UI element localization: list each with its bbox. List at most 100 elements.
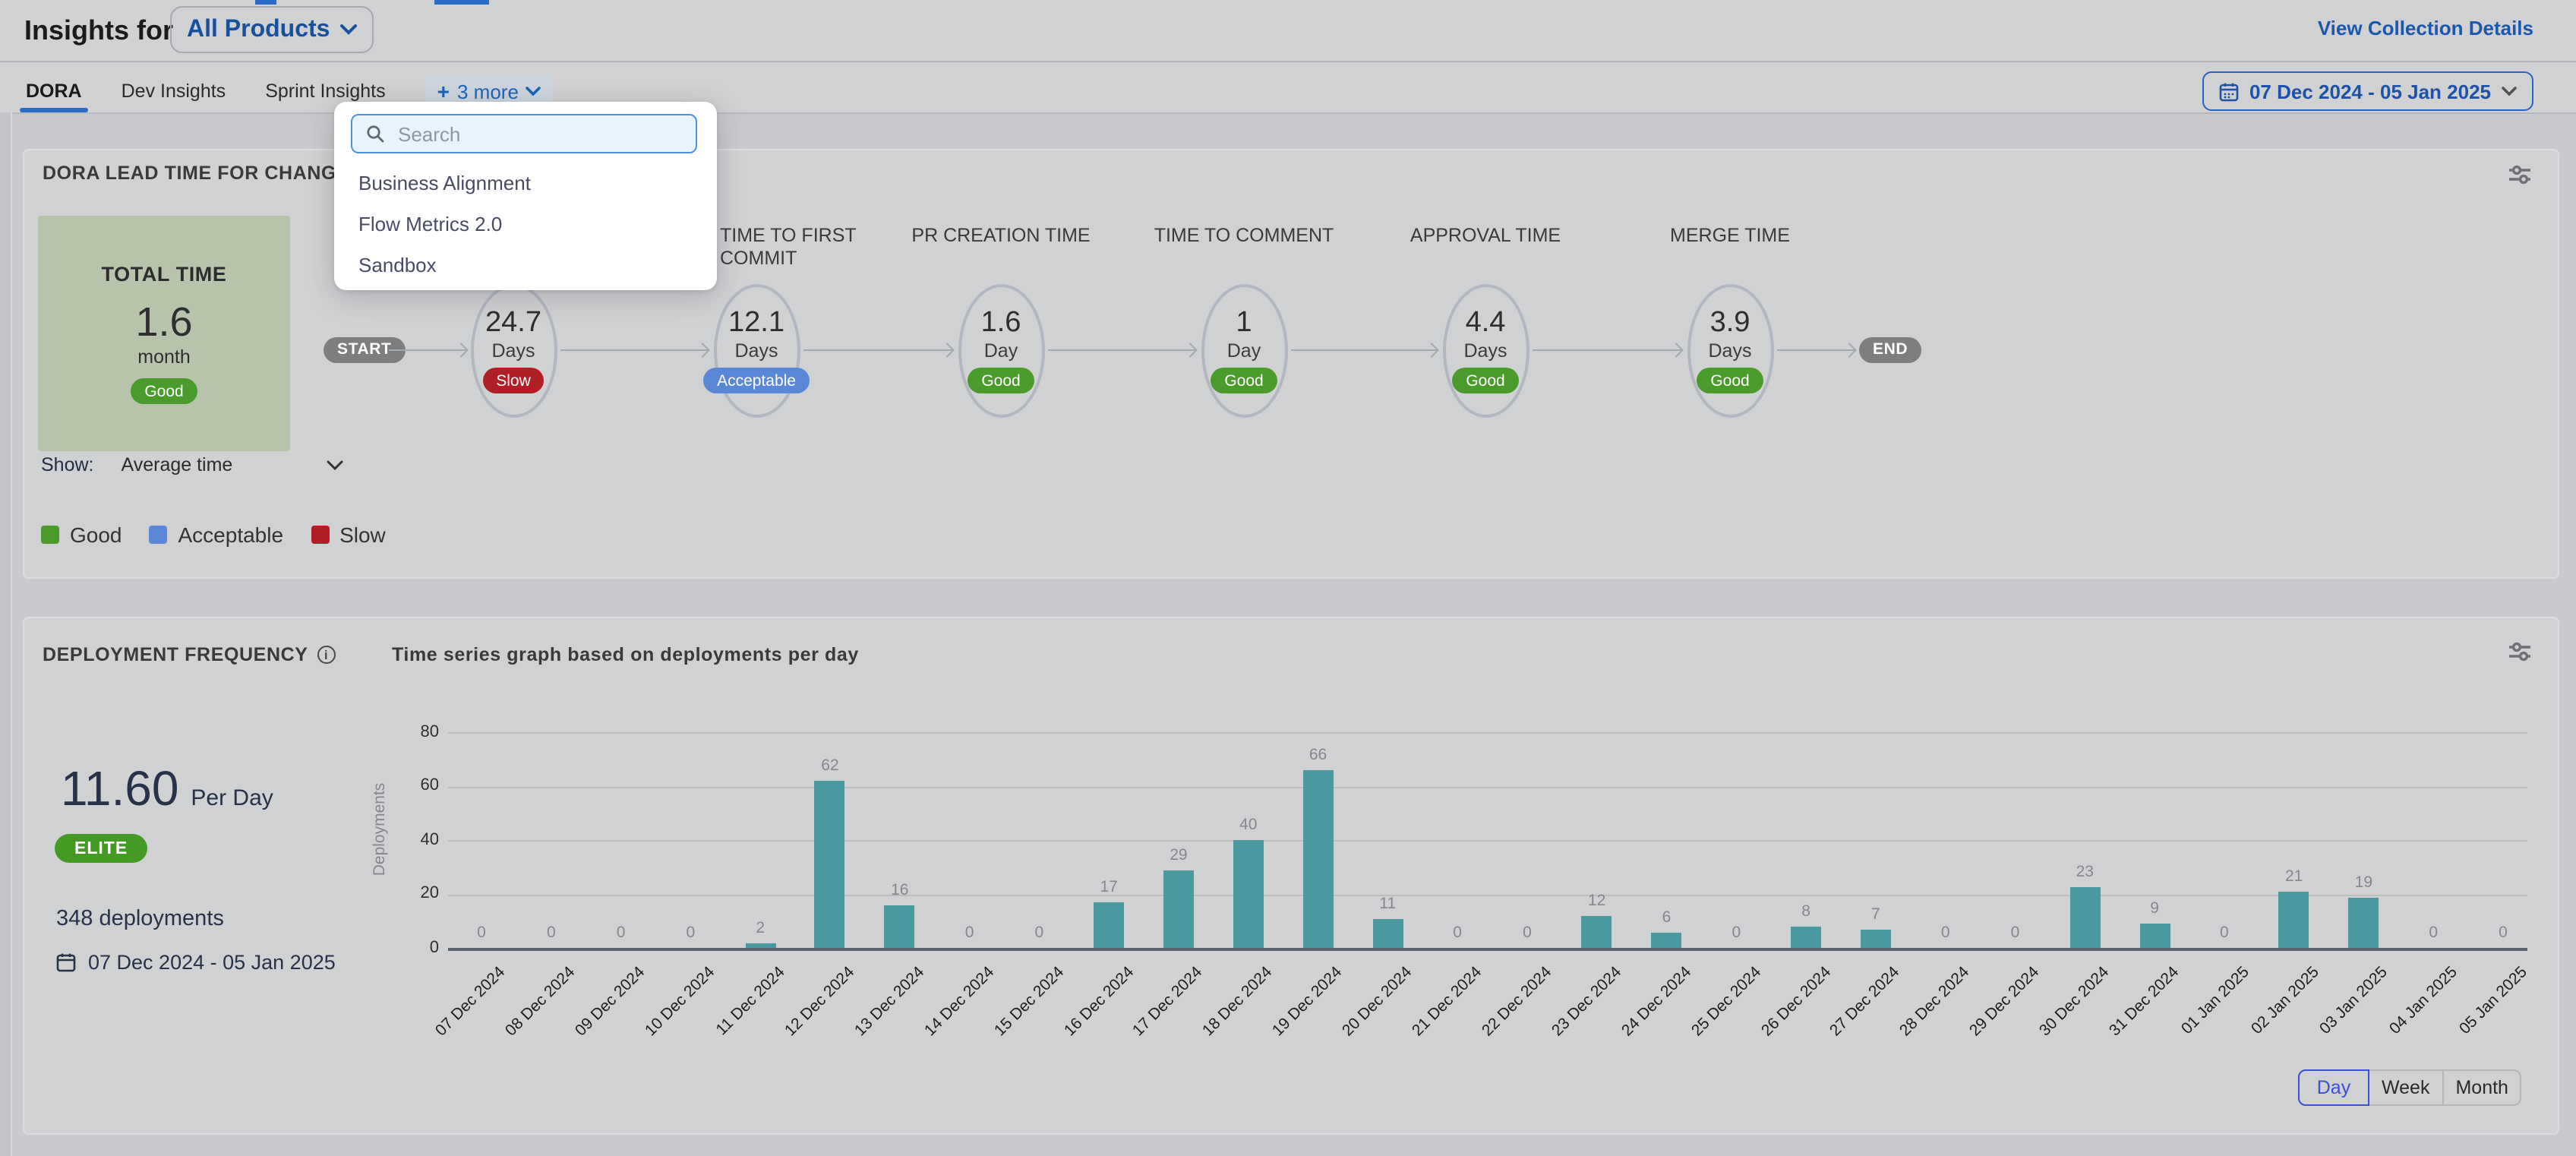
dropdown-search[interactable] xyxy=(351,114,697,153)
bar-value-label: 0 xyxy=(1732,924,1741,943)
tab-sprint-insights[interactable]: Sprint Insights xyxy=(265,81,386,102)
bar-value-label: 40 xyxy=(1239,816,1258,835)
stage-rating-badge: Good xyxy=(968,368,1034,393)
x-tick-24-dec-2024: 24 Dec 2024 xyxy=(1618,963,1695,1041)
bar-17-dec-2024[interactable] xyxy=(1163,870,1194,949)
pipeline-end-pill: END xyxy=(1859,336,1922,362)
x-tick-05-jan-2025: 05 Jan 2025 xyxy=(2456,963,2532,1038)
x-tick-14-dec-2024: 14 Dec 2024 xyxy=(920,963,998,1041)
plus-icon: + xyxy=(437,79,450,103)
bar-19-dec-2024[interactable] xyxy=(1302,770,1334,949)
lead-time-card: DORA LEAD TIME FOR CHANGES REPORT TOTAL … xyxy=(23,149,2559,579)
x-tick-10-dec-2024: 10 Dec 2024 xyxy=(642,963,719,1041)
clipped-top-fragment xyxy=(255,0,276,4)
bar-31-dec-2024[interactable] xyxy=(2139,924,2170,949)
collection-selector-label: All Products xyxy=(187,16,330,42)
x-tick-30-dec-2024: 30 Dec 2024 xyxy=(2036,963,2114,1041)
stage-value: 1 xyxy=(1236,307,1252,339)
deployment-rate: 11.60 Per Day xyxy=(61,763,273,814)
bar-02-jan-2025[interactable] xyxy=(2278,892,2309,949)
stage-value: 12.1 xyxy=(728,307,784,339)
bar-24-dec-2024[interactable] xyxy=(1651,932,1682,949)
tab-dora[interactable]: DORA xyxy=(20,70,88,112)
insights-dropdown-panel: Business Alignment Flow Metrics 2.0 Sandbo… xyxy=(334,102,717,290)
pipeline-connector xyxy=(1291,349,1437,352)
sliders-icon[interactable] xyxy=(2508,640,2532,664)
sliders-icon[interactable] xyxy=(2508,163,2532,187)
bar-value-label: 0 xyxy=(1940,924,1950,943)
bar-12-dec-2024[interactable] xyxy=(814,781,845,949)
gridline-40 xyxy=(448,840,2527,842)
x-tick-12-dec-2024: 12 Dec 2024 xyxy=(781,963,858,1041)
bar-value-label: 0 xyxy=(964,924,974,943)
date-range-picker[interactable]: 07 Dec 2024 - 05 Jan 2025 xyxy=(2202,71,2533,111)
legend-label: Acceptable xyxy=(178,523,284,547)
x-tick-25-dec-2024: 25 Dec 2024 xyxy=(1687,963,1765,1041)
stage-rating-badge: Acceptable xyxy=(703,368,810,393)
granularity-day[interactable]: Day xyxy=(2298,1069,2369,1106)
bar-value-label: 0 xyxy=(686,924,696,943)
left-edge-strip xyxy=(0,112,12,1156)
stage-node-time-to-first-commit: 12.1 Days Acceptable xyxy=(703,283,810,417)
x-tick-16-dec-2024: 16 Dec 2024 xyxy=(1059,963,1138,1041)
deployment-frequency-card: DEPLOYMENT FREQUENCY i Time series graph… xyxy=(23,617,2559,1135)
bar-26-dec-2024[interactable] xyxy=(1791,927,1822,949)
stage-label-approval-time: APPROVAL TIME xyxy=(1410,225,1561,246)
total-time-rating-badge: Good xyxy=(131,378,197,404)
x-tick-23-dec-2024: 23 Dec 2024 xyxy=(1548,963,1625,1041)
granularity-month[interactable]: Month xyxy=(2442,1069,2522,1106)
dropdown-item-sandbox[interactable]: Sandbox xyxy=(358,254,437,276)
bar-value-label: 66 xyxy=(1309,746,1327,765)
pipeline-arrow-head xyxy=(1182,343,1198,358)
bar-11-dec-2024[interactable] xyxy=(745,943,776,949)
chart-title: Time series graph based on deployments p… xyxy=(392,644,859,665)
legend-swatch xyxy=(41,526,59,544)
bar-27-dec-2024[interactable] xyxy=(1860,929,1891,949)
legend-item-good: Good xyxy=(41,523,122,547)
bar-value-label: 11 xyxy=(1379,894,1397,913)
legend-swatch xyxy=(311,526,330,544)
search-input[interactable] xyxy=(395,121,659,147)
x-tick-07-dec-2024: 07 Dec 2024 xyxy=(432,963,510,1041)
pipeline-connector xyxy=(1777,349,1855,352)
stage-label-merge-time: MERGE TIME xyxy=(1670,225,1790,246)
stage-rating-badge: Slow xyxy=(482,368,545,393)
calendar-icon xyxy=(2219,81,2239,101)
dropdown-item-flow-metrics-2-0[interactable]: Flow Metrics 2.0 xyxy=(358,213,503,235)
bar-18-dec-2024[interactable] xyxy=(1233,840,1264,949)
dropdown-item-business-alignment[interactable]: Business Alignment xyxy=(358,172,531,194)
x-tick-29-dec-2024: 29 Dec 2024 xyxy=(1966,963,2044,1041)
info-icon[interactable]: i xyxy=(317,646,336,664)
bar-30-dec-2024[interactable] xyxy=(2069,886,2101,949)
stage-label-time-to-first-commit: TIME TO FIRST COMMIT xyxy=(720,225,857,269)
x-tick-31-dec-2024: 31 Dec 2024 xyxy=(2105,963,2183,1041)
pipeline-connector xyxy=(560,349,708,352)
deployment-card-title-row: DEPLOYMENT FREQUENCY i xyxy=(43,644,336,665)
y-tick-60: 60 xyxy=(420,776,440,795)
collection-selector-button[interactable]: All Products xyxy=(170,6,374,53)
dora-rating-badge: ELITE xyxy=(55,834,148,863)
bar-16-dec-2024[interactable] xyxy=(1094,902,1125,949)
show-metric-dropdown[interactable]: Show: Average time xyxy=(41,454,343,475)
total-time-value: 1.6 xyxy=(135,299,193,345)
bar-23-dec-2024[interactable] xyxy=(1581,916,1612,949)
bar-value-label: 2 xyxy=(756,918,765,937)
tab-dev-insights[interactable]: Dev Insights xyxy=(121,81,226,102)
stage-node-approval-time: 4.4 Days Good xyxy=(1442,283,1529,417)
y-tick-80: 80 xyxy=(420,722,440,741)
bar-value-label: 16 xyxy=(891,881,909,899)
granularity-week[interactable]: Week xyxy=(2368,1069,2444,1106)
stage-unit: Days xyxy=(1463,340,1507,362)
pipeline-arrow-head xyxy=(1424,343,1439,358)
bar-03-jan-2025[interactable] xyxy=(2348,897,2379,949)
legend-item-slow: Slow xyxy=(311,523,386,547)
bar-13-dec-2024[interactable] xyxy=(884,905,915,949)
pipeline-arrow-head xyxy=(939,343,955,358)
pipeline-connector xyxy=(803,349,952,352)
bar-20-dec-2024[interactable] xyxy=(1372,918,1403,949)
legend-swatch xyxy=(149,526,168,544)
legend-label: Good xyxy=(70,523,122,547)
view-collection-details-link[interactable]: View Collection Details xyxy=(2317,17,2533,39)
x-tick-13-dec-2024: 13 Dec 2024 xyxy=(851,963,928,1041)
pipeline-arrow-head xyxy=(695,343,710,358)
